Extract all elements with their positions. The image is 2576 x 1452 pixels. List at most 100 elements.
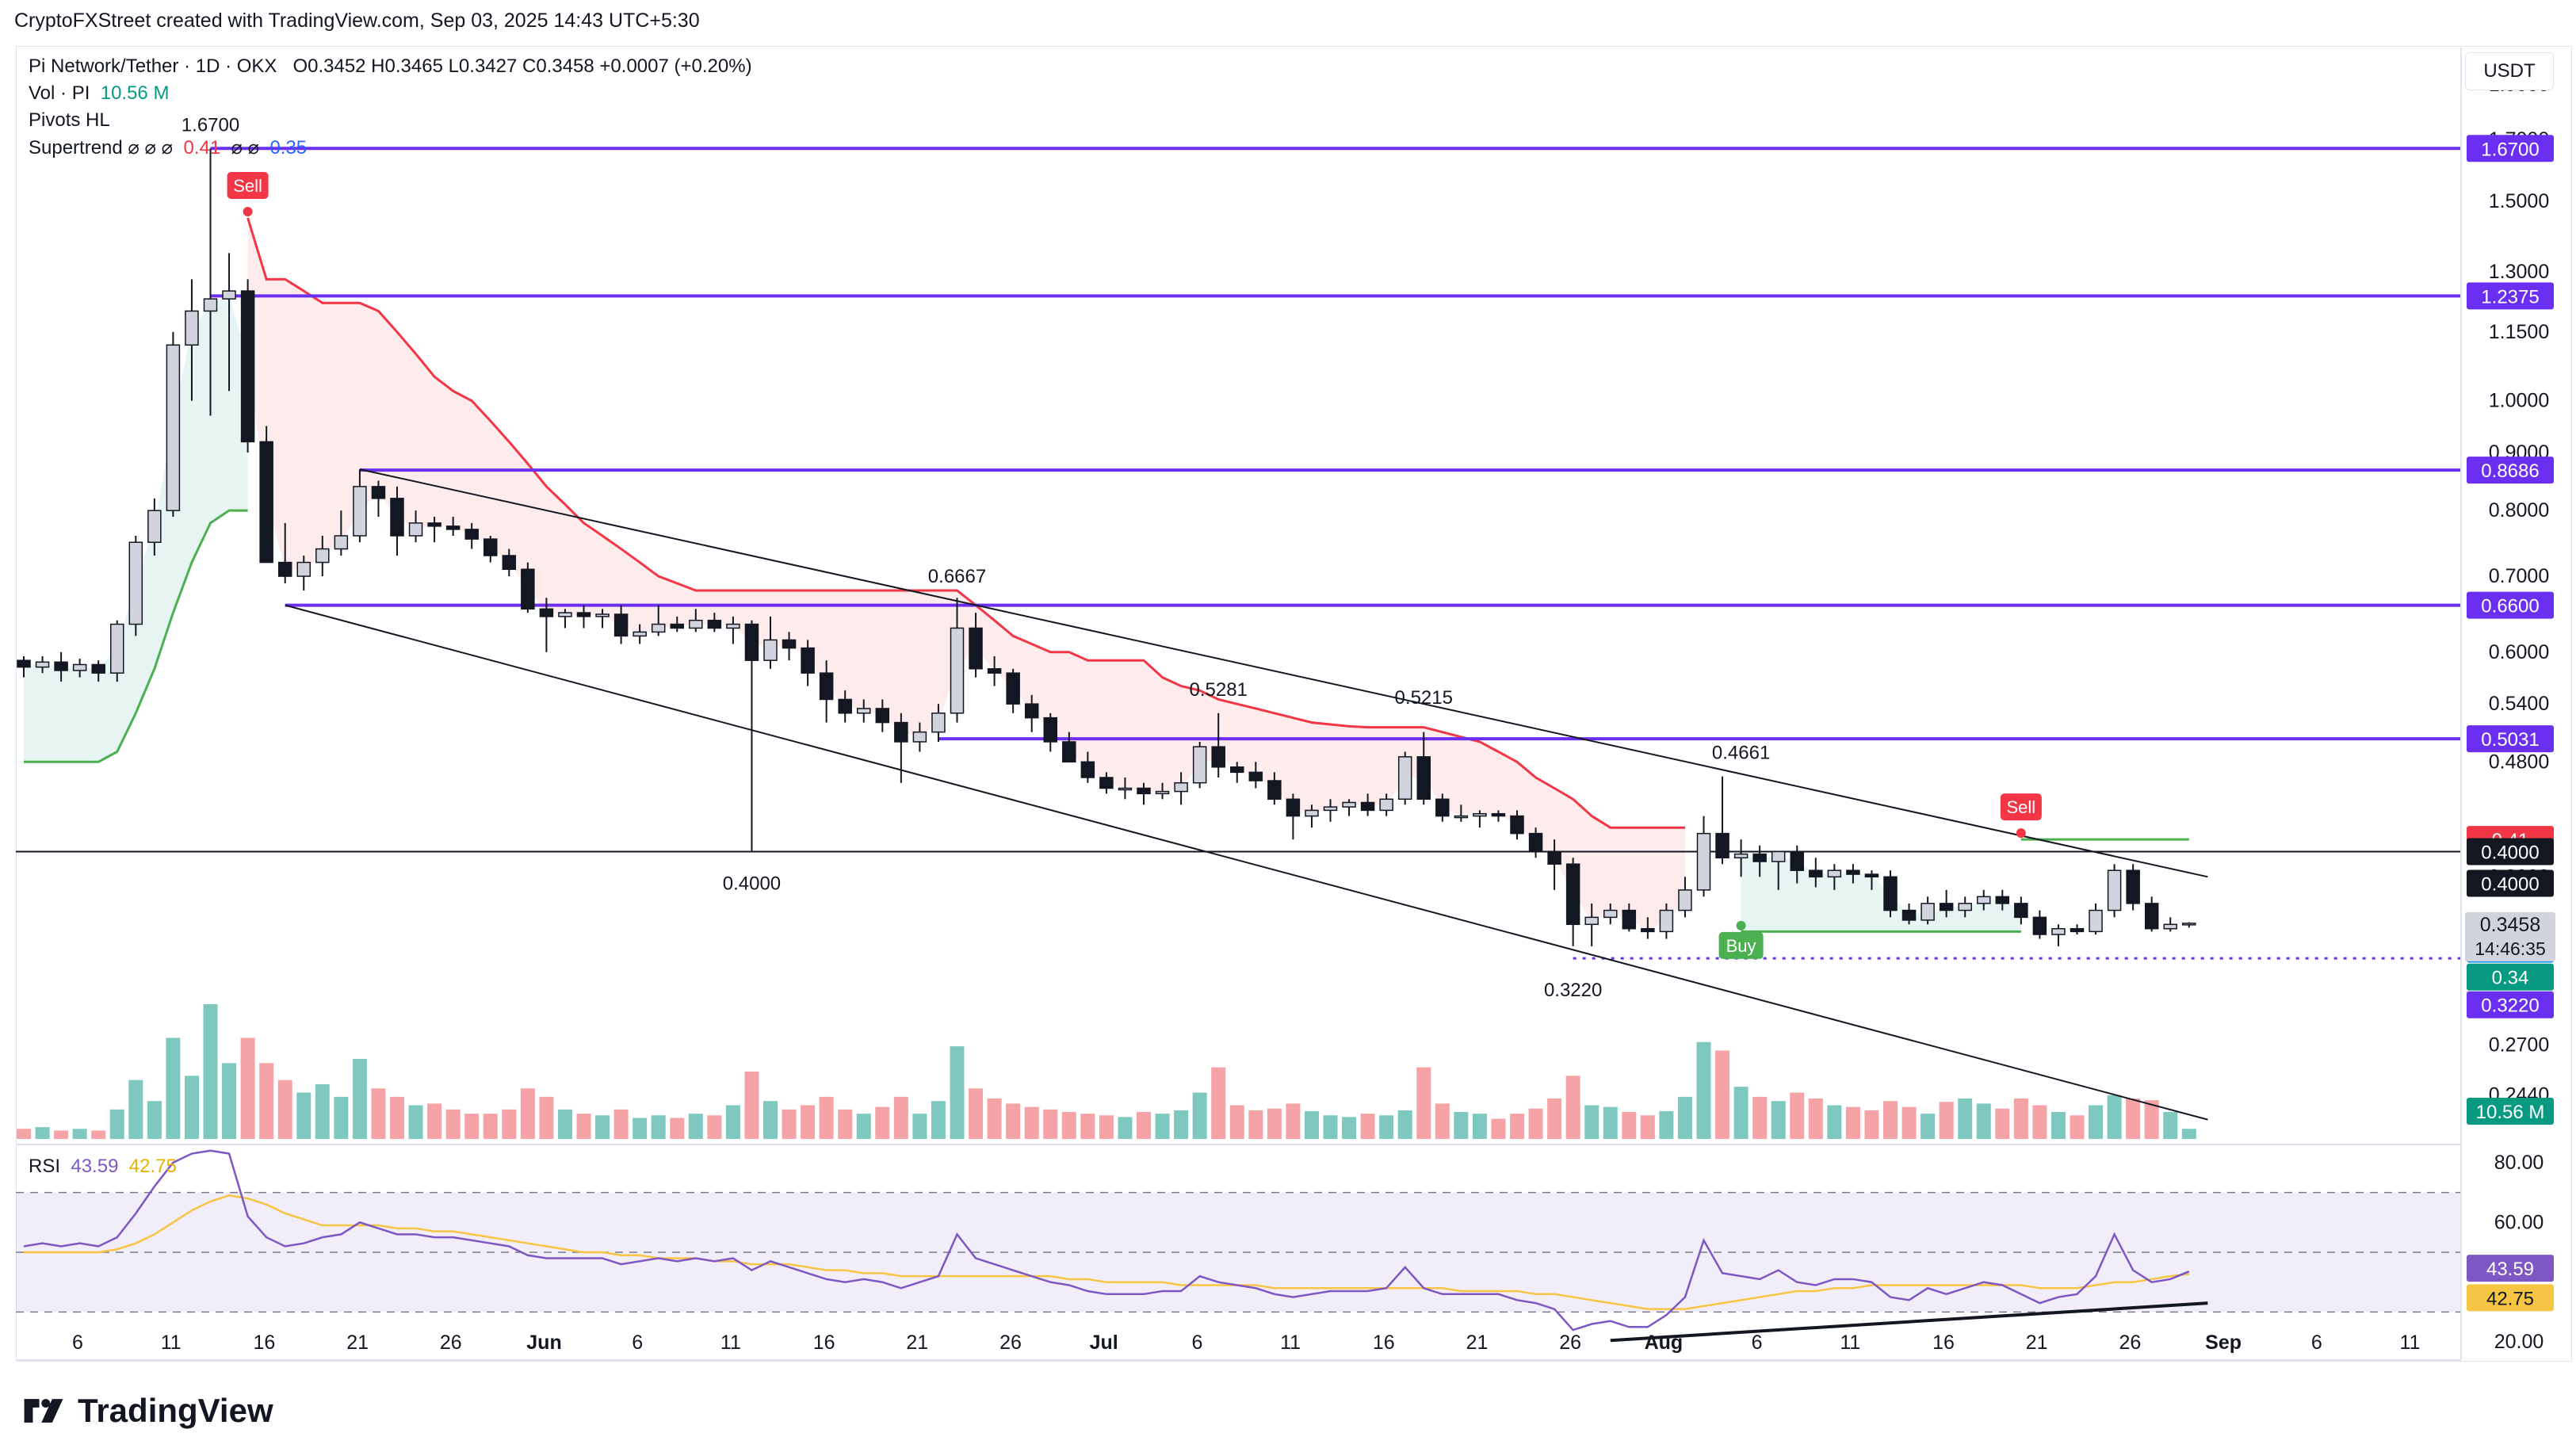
time-axis-tick: 21 xyxy=(906,1332,928,1354)
volume-bar xyxy=(147,1101,162,1139)
channel-trendline xyxy=(359,468,2208,878)
volume-bar xyxy=(688,1114,703,1139)
supertrend-red-value: 0.41 xyxy=(183,137,221,159)
time-axis-tick: 11 xyxy=(2400,1332,2421,1354)
candle-body xyxy=(1305,809,1319,817)
legend-supertrend-row[interactable]: Supertrend ⌀ ⌀ ⌀ 0.41 ⌀ ⌀ 0.35 xyxy=(29,136,307,159)
volume-bar xyxy=(1006,1103,1021,1139)
candle-body xyxy=(147,510,162,543)
pivot-label: 1.6700 xyxy=(182,114,239,136)
volume-bar xyxy=(1454,1112,1469,1139)
volume-bar xyxy=(72,1129,87,1139)
symbol-title[interactable]: Pi Network/Tether · 1D · OKX xyxy=(29,55,277,77)
channel-trendline xyxy=(285,604,2208,1121)
candle-body xyxy=(1678,889,1692,911)
price-badge xyxy=(2467,282,2554,310)
volume-bar xyxy=(1827,1105,1842,1139)
volume-bar xyxy=(744,1072,759,1139)
candle-body xyxy=(502,555,517,571)
rsi-label: RSI xyxy=(29,1156,61,1177)
rsi-ma-line xyxy=(24,1194,2189,1310)
candle-body xyxy=(17,659,31,668)
volume-bar xyxy=(483,1114,498,1139)
sell-signal-dot xyxy=(243,206,253,216)
candle-body xyxy=(689,619,703,629)
time-axis-tick: 11 xyxy=(720,1332,741,1354)
candle-body xyxy=(1528,832,1543,853)
volume-bar xyxy=(91,1130,106,1139)
currency-button[interactable]: USDT xyxy=(2465,52,2554,90)
volume-bar xyxy=(203,1004,218,1139)
candle-body xyxy=(1584,916,1599,926)
supertrend-blue-value: 0.35 xyxy=(269,137,308,159)
volume-bar xyxy=(856,1114,871,1139)
volume-bar xyxy=(1808,1099,1823,1139)
candle-body xyxy=(2126,869,2140,904)
volume-bar xyxy=(819,1096,834,1139)
buy-signal-badge xyxy=(1718,931,1764,959)
price-badge-label: 0.34 xyxy=(2492,968,2529,989)
candle-body xyxy=(222,290,236,300)
volume-bar xyxy=(893,1096,908,1139)
candle-body xyxy=(894,721,908,743)
tradingview-logo[interactable]: TradingView xyxy=(17,1392,273,1430)
candle-body xyxy=(1099,777,1114,789)
candle-body xyxy=(1696,832,1711,891)
time-axis-tick: 21 xyxy=(346,1332,369,1354)
candle-body xyxy=(1267,780,1282,801)
brand-name: TradingView xyxy=(78,1392,273,1429)
volume-bar xyxy=(912,1114,927,1139)
volume-bar xyxy=(1995,1108,2010,1139)
volume-bar xyxy=(352,1059,367,1139)
candle-body xyxy=(1733,853,1749,859)
volume-bar xyxy=(2144,1100,2159,1139)
volume-bar xyxy=(390,1096,404,1139)
candle-body xyxy=(950,627,965,714)
volume-bar xyxy=(277,1079,292,1139)
candle-body xyxy=(1024,703,1039,719)
candle-body xyxy=(1752,853,1767,862)
price-badge xyxy=(2467,591,2554,619)
price-pane: 1.6700 0.6667 0.5281 0.5215 0.4661 0.4000 0.32… xyxy=(16,114,2461,1139)
volume-bar xyxy=(2032,1105,2047,1139)
volume-bar xyxy=(1267,1108,1282,1139)
candle-body xyxy=(1977,896,1991,904)
volume-bar xyxy=(633,1118,648,1139)
candle-body xyxy=(987,668,1002,674)
time-axis-tick: 26 xyxy=(2119,1332,2141,1354)
candle-body xyxy=(1995,896,2010,904)
candle-body xyxy=(353,486,367,537)
volume-bar xyxy=(1137,1112,1151,1139)
candle-body xyxy=(1454,815,1469,819)
candle-body xyxy=(371,486,386,499)
volume-bar xyxy=(371,1088,386,1139)
candle-body xyxy=(651,623,666,633)
volume-bar xyxy=(2163,1112,2178,1139)
candle-body xyxy=(240,290,255,443)
legend-volume-row[interactable]: Vol · PI 10.56 M xyxy=(29,82,169,105)
price-badge xyxy=(2467,869,2554,897)
volume-bar xyxy=(427,1103,442,1139)
supertrend-red-line xyxy=(247,217,1685,829)
candle-body xyxy=(726,623,740,629)
price-badge xyxy=(2467,963,2554,991)
volume-value: 10.56 M xyxy=(100,82,170,104)
candle-body xyxy=(521,568,535,610)
candle-body xyxy=(1715,832,1729,859)
volume-bar xyxy=(1080,1114,1095,1139)
candle-body xyxy=(1659,909,1674,933)
candle-body xyxy=(819,672,834,701)
rsi-trendline xyxy=(1610,1301,2208,1343)
candle-body xyxy=(969,627,983,670)
candle-body xyxy=(1397,756,1412,801)
volume-bar xyxy=(1958,1099,1973,1139)
legend-rsi-row[interactable]: RSI 43.59 42.75 xyxy=(29,1156,177,1178)
candle-body xyxy=(1062,741,1076,763)
volume-bar xyxy=(613,1109,629,1139)
candle-body xyxy=(1547,850,1561,865)
legend-pivots-row[interactable]: Pivots HL xyxy=(29,109,110,132)
volume-bar xyxy=(2013,1099,2028,1139)
price-badge xyxy=(2467,135,2554,162)
candle-body xyxy=(595,613,610,617)
